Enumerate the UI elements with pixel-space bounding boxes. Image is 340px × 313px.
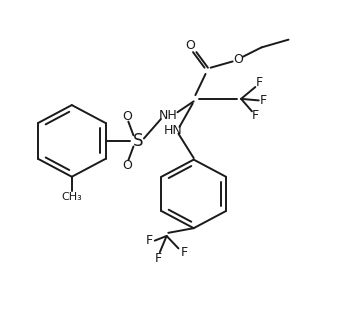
Text: O: O [122, 159, 132, 172]
Text: O: O [185, 39, 195, 52]
Text: F: F [260, 94, 267, 107]
Text: O: O [122, 110, 132, 123]
Text: F: F [155, 252, 162, 265]
Text: F: F [252, 110, 259, 122]
Text: CH₃: CH₃ [62, 192, 82, 202]
Text: F: F [256, 76, 263, 89]
Text: S: S [133, 132, 143, 150]
Text: NH: NH [159, 110, 178, 122]
Text: O: O [233, 54, 243, 66]
Text: F: F [181, 246, 188, 259]
Text: F: F [146, 234, 153, 247]
Text: HN: HN [164, 124, 183, 136]
